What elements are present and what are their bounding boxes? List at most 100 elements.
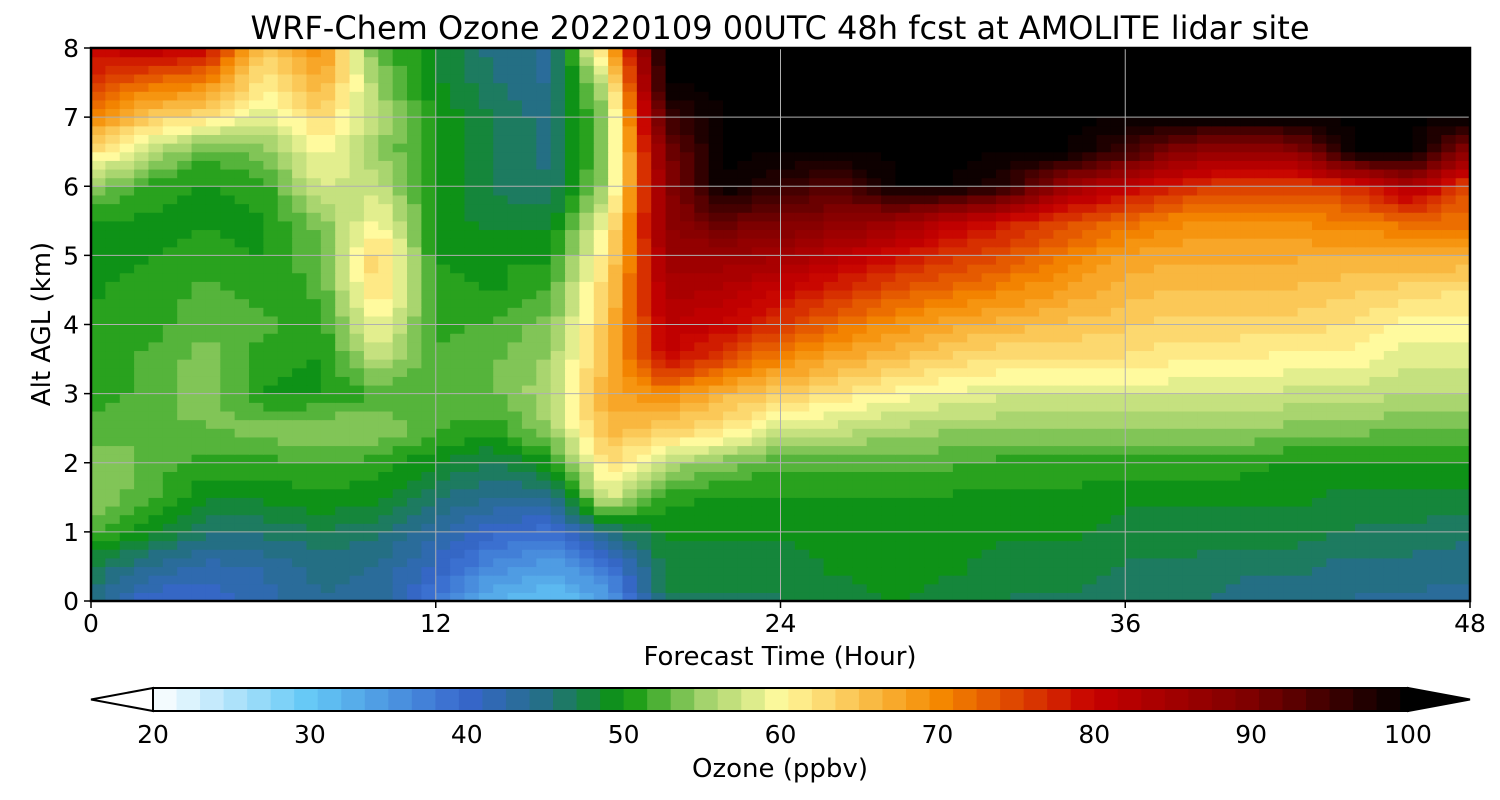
heatmap-cell <box>378 557 394 568</box>
heatmap-cell <box>1096 419 1112 429</box>
heatmap-cell <box>105 583 121 593</box>
heatmap-cell <box>1125 289 1141 300</box>
heatmap-cell <box>823 497 839 507</box>
heatmap-cell <box>837 428 853 438</box>
heatmap-cell <box>780 523 796 533</box>
heatmap-cell <box>1297 160 1313 170</box>
heatmap-cell <box>478 384 494 395</box>
heatmap-cell <box>277 341 293 352</box>
heatmap-cell <box>1096 177 1112 187</box>
heatmap-cell <box>679 514 695 524</box>
heatmap-cell <box>881 359 897 369</box>
heatmap-cell <box>708 298 724 308</box>
heatmap-cell <box>220 350 236 360</box>
heatmap-cell <box>1125 160 1141 170</box>
heatmap-cell <box>622 333 638 343</box>
heatmap-cell <box>1211 505 1227 516</box>
heatmap-cell <box>1125 315 1141 326</box>
heatmap-cell <box>1197 480 1213 490</box>
heatmap-cell <box>636 186 652 196</box>
heatmap-cell <box>148 454 164 464</box>
heatmap-cell <box>306 566 322 576</box>
heatmap-cell <box>622 376 638 386</box>
heatmap-cell <box>981 531 997 542</box>
heatmap-cell <box>909 341 925 352</box>
heatmap-cell <box>723 315 738 326</box>
heatmap-cell <box>91 324 106 334</box>
heatmap-cell <box>995 350 1011 360</box>
heatmap-cell <box>895 428 911 438</box>
heatmap-cell <box>177 160 193 170</box>
heatmap-cell <box>306 238 322 248</box>
heatmap-cell <box>1297 497 1313 507</box>
heatmap-cell <box>306 488 322 498</box>
heatmap-cell <box>493 514 509 524</box>
heatmap-cell <box>1355 264 1371 274</box>
heatmap-cell <box>177 168 193 179</box>
heatmap-cell <box>536 281 552 291</box>
heatmap-cell <box>162 376 178 386</box>
heatmap-cell <box>1283 505 1299 516</box>
heatmap-cell <box>881 557 897 568</box>
heatmap-cell <box>665 220 681 231</box>
heatmap-cell <box>1211 488 1227 498</box>
heatmap-cell <box>852 359 868 369</box>
heatmap-cell <box>651 505 667 516</box>
heatmap-cell <box>335 410 351 421</box>
heatmap-cell <box>995 272 1011 282</box>
heatmap-cell <box>550 531 566 542</box>
heatmap-cell <box>263 523 279 533</box>
heatmap-cell <box>565 523 580 533</box>
heatmap-cell <box>995 177 1011 187</box>
heatmap-cell <box>723 419 738 429</box>
heatmap-cell <box>1441 264 1457 274</box>
heatmap-cell <box>1254 341 1270 352</box>
heatmap-cell <box>636 255 652 265</box>
heatmap-cell <box>1197 307 1213 317</box>
heatmap-cell <box>407 480 422 490</box>
heatmap-cell <box>521 480 537 490</box>
heatmap-cell <box>1297 229 1313 239</box>
heatmap-cell <box>306 376 322 386</box>
heatmap-cell <box>1254 238 1270 248</box>
heatmap-cell <box>938 255 954 265</box>
heatmap-cell <box>464 540 480 550</box>
heatmap-cell <box>249 549 264 559</box>
heatmap-cell <box>205 428 221 438</box>
heatmap-cell <box>737 488 753 498</box>
heatmap-cell <box>1067 376 1083 386</box>
heatmap-cell <box>162 488 178 498</box>
heatmap-cell <box>622 220 638 231</box>
heatmap-cell <box>981 583 997 593</box>
heatmap-cell <box>1139 264 1155 274</box>
heatmap-cell <box>1153 160 1169 170</box>
heatmap-cell <box>1340 298 1356 308</box>
heatmap-cell <box>651 229 667 239</box>
heatmap-cell <box>1311 186 1327 196</box>
heatmap-cell <box>234 350 250 360</box>
heatmap-cell <box>1441 151 1457 161</box>
heatmap-cell <box>478 549 494 559</box>
heatmap-cell <box>924 186 940 196</box>
heatmap-cell <box>823 203 839 213</box>
heatmap-cell <box>450 367 466 377</box>
heatmap-cell <box>550 255 566 265</box>
heatmap-cell <box>1369 488 1385 498</box>
heatmap-cell <box>780 160 796 170</box>
heatmap-cell <box>1455 333 1471 343</box>
heatmap-cell <box>119 436 135 447</box>
heatmap-cell <box>277 428 293 438</box>
heatmap-cell <box>292 523 308 533</box>
heatmap-cell <box>177 549 193 559</box>
heatmap-cell <box>981 212 997 222</box>
heatmap-cell <box>1139 333 1155 343</box>
heatmap-cell <box>593 592 609 602</box>
heatmap-cell <box>392 583 408 593</box>
heatmap-cell <box>895 255 911 265</box>
heatmap-cell <box>1039 212 1055 222</box>
heatmap-cell <box>435 255 451 265</box>
heatmap-cell <box>1355 540 1371 550</box>
heatmap-cell <box>1355 592 1371 602</box>
heatmap-cell <box>1326 454 1342 464</box>
heatmap-cell <box>1240 384 1256 395</box>
